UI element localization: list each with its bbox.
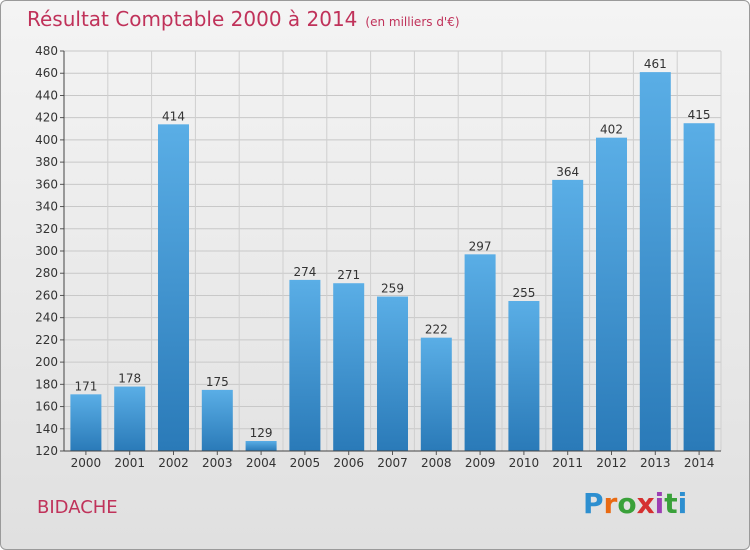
bar (508, 301, 540, 451)
bar (683, 123, 715, 451)
bar (333, 283, 365, 451)
bar-value-label: 129 (250, 426, 273, 440)
logo-letter: r (603, 487, 618, 520)
x-tick-label: 2011 (552, 456, 583, 470)
bar (158, 124, 189, 451)
bar-value-label: 274 (293, 265, 316, 279)
bar (201, 389, 233, 451)
chart-title: Résultat Comptable 2000 à 2014 (27, 7, 358, 31)
bar (70, 394, 102, 451)
x-tick-label: 2012 (596, 456, 627, 470)
logo-letter: t (664, 487, 678, 520)
y-tick-label: 340 (35, 200, 58, 214)
bar-value-label: 414 (162, 109, 185, 123)
y-tick-label: 180 (35, 377, 58, 391)
bar (464, 254, 496, 451)
y-tick-label: 140 (35, 422, 58, 436)
x-tick-label: 2008 (421, 456, 452, 470)
bar (552, 179, 584, 451)
bar-value-label: 222 (425, 323, 448, 337)
commune-name: BIDACHE (37, 497, 118, 518)
bar-value-label: 178 (118, 372, 141, 386)
x-tick-label: 2007 (377, 456, 408, 470)
y-tick-label: 440 (35, 88, 58, 102)
x-tick-label: 2000 (71, 456, 102, 470)
bar-value-label: 415 (688, 108, 711, 122)
bar (377, 296, 408, 451)
bar-value-label: 175 (206, 375, 229, 389)
x-tick-label: 2014 (684, 456, 715, 470)
y-tick-label: 480 (35, 44, 58, 58)
bar-value-label: 402 (600, 123, 623, 137)
bar (114, 386, 146, 451)
y-tick-label: 200 (35, 355, 58, 369)
bar-value-label: 364 (556, 165, 579, 179)
bar (596, 137, 627, 451)
bar-value-label: 259 (381, 282, 404, 296)
y-tick-label: 280 (35, 266, 58, 280)
x-tick-label: 2010 (509, 456, 540, 470)
bar-value-label: 271 (337, 268, 360, 282)
y-tick-label: 240 (35, 311, 58, 325)
y-tick-label: 160 (35, 400, 58, 414)
bar (639, 72, 671, 451)
y-tick-label: 380 (35, 155, 58, 169)
chart-title-block: Résultat Comptable 2000 à 2014 (en millie… (27, 7, 460, 31)
y-tick-label: 300 (35, 244, 58, 258)
y-tick-label: 320 (35, 222, 58, 236)
logo-letter: i (677, 487, 688, 520)
y-tick-label: 220 (35, 333, 58, 347)
x-tick-label: 2006 (333, 456, 364, 470)
bar-value-label: 297 (469, 239, 492, 253)
y-tick-label: 400 (35, 133, 58, 147)
bar (289, 279, 321, 451)
y-tick-label: 420 (35, 111, 58, 125)
logo-letter: i (654, 487, 665, 520)
bar (420, 337, 452, 451)
proxiti-logo: Proxiti (583, 487, 687, 520)
y-tick-label: 120 (35, 444, 58, 458)
y-tick-label: 460 (35, 66, 58, 80)
bar (245, 441, 277, 451)
y-tick-label: 360 (35, 177, 58, 191)
x-tick-label: 2003 (202, 456, 233, 470)
x-tick-label: 2002 (158, 456, 189, 470)
logo-letter: P (583, 487, 604, 520)
bar-value-label: 171 (74, 379, 97, 393)
x-tick-label: 2004 (246, 456, 277, 470)
bar-value-label: 255 (512, 286, 535, 300)
x-tick-label: 2005 (290, 456, 321, 470)
chart-unit: (en milliers d'€) (365, 15, 460, 29)
x-tick-label: 2001 (114, 456, 145, 470)
y-tick-label: 260 (35, 288, 58, 302)
logo-letter: x (636, 487, 655, 520)
x-tick-label: 2009 (465, 456, 496, 470)
x-tick-label: 2013 (640, 456, 671, 470)
logo-letter: o (617, 487, 637, 520)
bar-value-label: 461 (644, 57, 667, 71)
